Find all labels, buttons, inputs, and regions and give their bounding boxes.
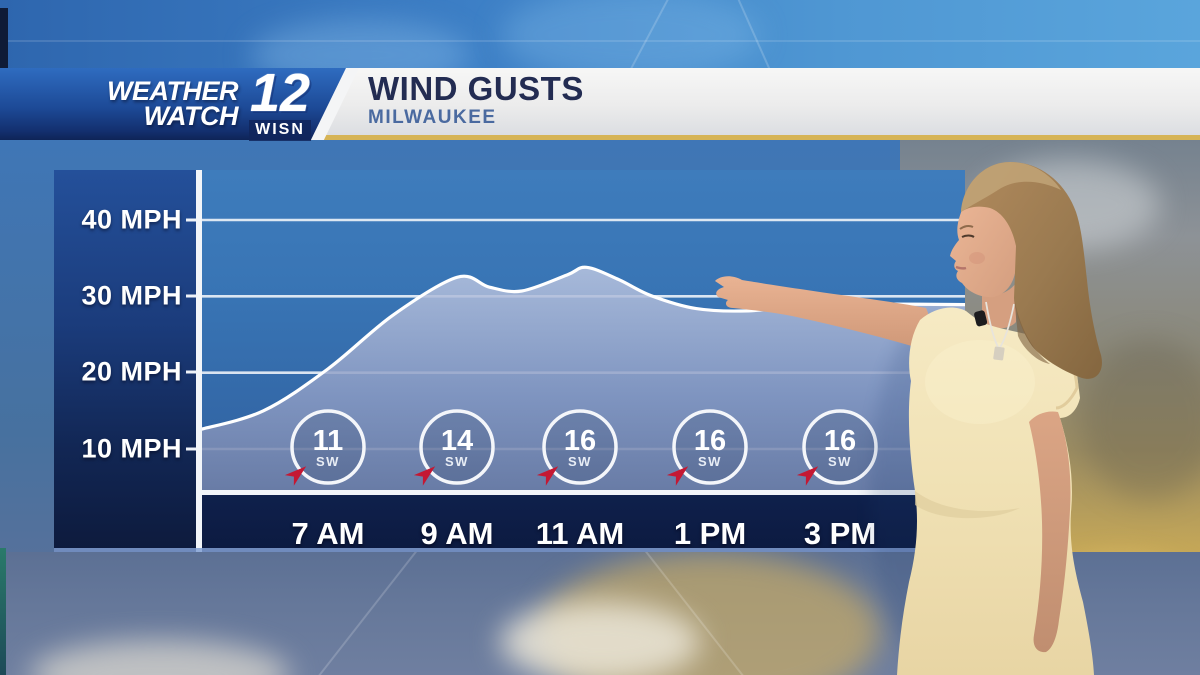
page-title: WIND GUSTS <box>368 70 584 107</box>
weather-watch-line1: WEATHER <box>107 76 239 106</box>
hair-highlight <box>961 162 1061 212</box>
presenter-eye <box>961 234 975 238</box>
y-axis-line <box>196 170 202 552</box>
presenter-figure <box>715 162 1102 675</box>
x-tick-label-3pm: 3 PM <box>803 516 877 551</box>
graphic-line <box>0 40 1200 42</box>
header-banner: WEATHER WATCH 12 WISN WIND GUSTS MILWAUK… <box>0 65 1200 141</box>
wind-gusts-chart: 40 MPH 30 MPH 20 MPH 10 MPH <box>54 170 965 552</box>
y-tick-label-30: 30 MPH <box>81 280 182 311</box>
chart-bottom-edge <box>54 548 965 552</box>
wind-marker-11am: 16 SW <box>536 409 618 486</box>
wind-speed-value: 16 <box>824 425 856 457</box>
hair-shadow <box>1014 298 1050 364</box>
wind-marker-7am: 11 SW <box>284 409 366 486</box>
y-tick-label-10: 10 MPH <box>81 433 182 464</box>
lavalier-mic-icon <box>974 310 988 327</box>
y-tick-label-40: 40 MPH <box>81 204 182 235</box>
wind-speed-value: 14 <box>441 425 473 457</box>
wind-speed-value: 16 <box>564 425 596 457</box>
x-tick-label-9am: 9 AM <box>420 516 494 551</box>
presenter-eyebrow <box>959 224 974 230</box>
x-tick-label-1pm: 1 PM <box>673 516 747 551</box>
gust-area <box>202 267 965 490</box>
weather-presenter <box>715 162 1102 675</box>
wind-direction-arrow-icon <box>536 466 559 486</box>
wisn-12-logo: 12 WISN <box>240 65 320 141</box>
wind-direction: SW <box>316 454 340 469</box>
frame-edge-artifact <box>0 548 6 675</box>
presenter-face <box>950 194 1016 298</box>
x-tick-label-7am: 7 AM <box>291 516 365 551</box>
y-tick-mark <box>186 370 198 374</box>
y-tick-label-20: 20 MPH <box>81 356 182 387</box>
dress-highlight <box>925 340 1035 424</box>
wind-direction-arrow-icon <box>796 466 819 486</box>
wind-speed-value: 11 <box>313 425 344 457</box>
y-tick-mark <box>186 218 198 222</box>
presenter-pointing-arm <box>715 276 931 349</box>
wind-speed-value: 16 <box>694 425 726 457</box>
frame-edge-artifact <box>0 8 8 68</box>
dress-waist-fold <box>915 491 1020 519</box>
cloud-top <box>500 602 700 675</box>
wind-direction-arrow-icon <box>284 466 307 486</box>
cloud-top <box>30 640 290 675</box>
weather-watch-line2: WATCH <box>143 101 239 131</box>
presenter-cheek <box>969 252 985 264</box>
necklace <box>985 301 1015 350</box>
wind-direction: SW <box>828 454 852 469</box>
cloud-puff <box>500 0 760 80</box>
presenter-lips <box>955 265 967 270</box>
wind-direction: SW <box>568 454 592 469</box>
gust-curve-svg: 11 SW 14 SW 16 SW <box>202 218 965 490</box>
wind-markers: 11 SW 14 SW 16 SW <box>284 409 878 486</box>
title-block: WIND GUSTS MILWAUKEE <box>368 71 584 129</box>
wind-marker-3pm: 16 SW <box>796 409 878 486</box>
station-callsign: WISN <box>249 120 311 141</box>
necklace-pendant <box>993 346 1005 361</box>
y-tick-mark <box>186 294 198 298</box>
wind-marker-1pm: 16 SW <box>666 409 748 486</box>
plot-area: 11 SW 14 SW 16 SW <box>202 170 965 490</box>
weather-watch-logo: WEATHER WATCH <box>88 76 239 131</box>
presenter-hair <box>961 162 1102 379</box>
wind-direction: SW <box>698 454 722 469</box>
wind-direction-arrow-icon <box>666 466 689 486</box>
banner-title-strip <box>300 68 1200 140</box>
wind-direction-arrow-icon <box>413 466 436 486</box>
page-subtitle: MILWAUKEE <box>368 107 497 128</box>
wind-direction: SW <box>445 454 469 469</box>
y-axis-panel: 40 MPH 30 MPH 20 MPH 10 MPH <box>54 170 196 552</box>
wind-marker-9am: 14 SW <box>413 409 495 486</box>
graphic-line <box>298 542 424 675</box>
y-tick-mark <box>186 447 198 451</box>
channel-12-icon: 12 <box>249 63 311 123</box>
x-tick-label-11am: 11 AM <box>535 516 625 551</box>
presenter-left-arm <box>1029 411 1071 653</box>
x-axis-line <box>196 490 965 495</box>
